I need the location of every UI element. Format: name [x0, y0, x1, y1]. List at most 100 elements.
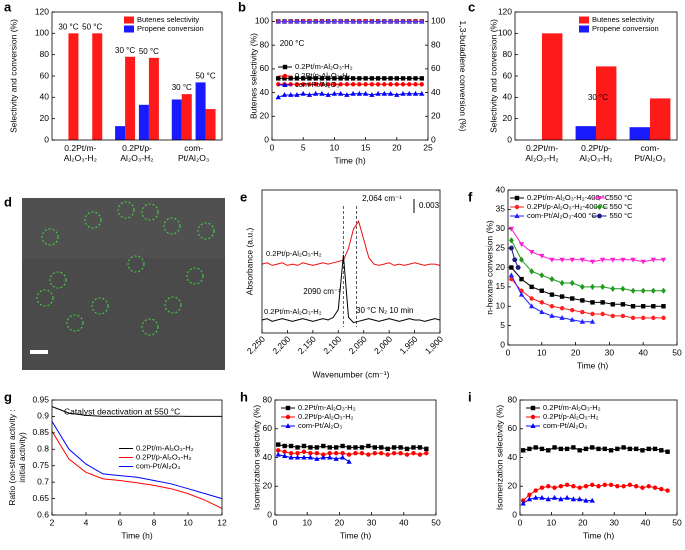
legend-label: 550 °C — [610, 202, 634, 211]
data-point — [610, 257, 616, 263]
data-point — [549, 313, 555, 318]
data-point — [539, 288, 544, 293]
bar — [171, 99, 182, 140]
data-point — [413, 76, 418, 81]
data-point — [630, 304, 636, 309]
y-tick-label: 0 — [512, 509, 517, 519]
data-point — [288, 82, 293, 87]
x-tick-label: 2,200 — [270, 334, 292, 356]
data-point — [661, 304, 666, 309]
data-point — [400, 18, 406, 24]
y-tick-label: 100 — [255, 16, 269, 26]
data-point — [621, 445, 626, 450]
data-point — [627, 482, 633, 488]
legend-label: 0.2Pt/p-Al₂O₃-H₂ — [543, 412, 599, 421]
data-point — [288, 443, 294, 449]
data-point — [276, 76, 281, 81]
data-point — [564, 494, 570, 500]
y-tick-label: 25 — [496, 242, 506, 252]
data-point — [620, 302, 626, 307]
data-point — [369, 82, 375, 87]
data-point — [356, 18, 362, 24]
data-point — [651, 315, 656, 321]
data-point — [570, 496, 576, 502]
data-point — [600, 300, 605, 305]
data-point — [375, 18, 381, 24]
data-point — [549, 304, 555, 309]
data-point — [307, 454, 314, 460]
data-point — [659, 486, 664, 492]
series-label: 0.2Pt/m-Al₂O₃-H₂ — [264, 307, 322, 316]
data-point — [375, 82, 381, 87]
data-point — [308, 445, 313, 450]
x-tick-label: 25 — [423, 142, 433, 152]
data-point — [275, 451, 281, 457]
data-point — [375, 90, 381, 96]
data-point — [350, 90, 356, 96]
bar — [629, 127, 650, 140]
data-point — [314, 445, 320, 450]
data-point — [577, 496, 583, 502]
data-point — [508, 245, 514, 251]
data-point — [308, 450, 313, 456]
particle-circle — [49, 271, 67, 289]
y-axis-label: Ratio (on-stream activity :initial activ… — [7, 409, 27, 505]
data-point — [313, 76, 318, 81]
data-point — [539, 494, 545, 500]
particle-circle — [66, 314, 84, 332]
data-point — [404, 452, 410, 457]
y-tick-label: 60 — [260, 63, 270, 73]
data-point — [282, 76, 287, 81]
data-point — [325, 18, 331, 24]
data-point — [529, 303, 535, 309]
category-label: 30 °C — [115, 46, 135, 55]
legend-marker — [285, 414, 291, 420]
data-point — [650, 287, 656, 294]
y-tick-label: 0.9 — [37, 411, 49, 421]
micrograph — [22, 198, 225, 370]
category-label: 50 °C — [82, 22, 102, 31]
data-point — [307, 82, 312, 87]
y-tick-label: 120 — [498, 6, 512, 16]
x-axis-label: Time (h) — [340, 530, 371, 540]
data-point — [633, 484, 639, 489]
y-tick-label: 0 — [44, 134, 49, 144]
data-point — [344, 92, 350, 97]
series-line — [51, 421, 223, 500]
y-tick-label: 40 — [503, 92, 513, 102]
y2-axis-label: 1,3-butadiene conversion (%) — [458, 20, 468, 131]
data-point — [300, 18, 306, 24]
data-point — [353, 445, 358, 450]
bar — [148, 57, 159, 140]
data-point — [419, 18, 425, 24]
data-point — [630, 287, 636, 294]
y-tick-label: 0.7 — [37, 476, 49, 486]
data-point — [533, 488, 538, 493]
data-point — [357, 76, 362, 81]
data-point — [338, 18, 344, 24]
data-point — [369, 92, 375, 97]
y-tick-label: 40 — [508, 452, 518, 462]
data-point — [564, 482, 570, 488]
data-point — [526, 496, 533, 502]
data-point — [306, 18, 313, 24]
data-point — [665, 449, 670, 454]
data-point — [356, 90, 362, 96]
y2-tick-label: 100 — [431, 16, 445, 26]
data-point — [313, 90, 319, 96]
data-point — [325, 92, 331, 97]
scale-bar — [30, 350, 48, 354]
data-point — [602, 482, 607, 488]
series-label: 0.2Pt/p-Al₂O₃-H₂ — [266, 249, 322, 258]
particle-circle — [186, 267, 204, 285]
x-tick-label: 40 — [641, 517, 651, 527]
data-point — [385, 452, 390, 457]
data-point — [325, 76, 331, 81]
data-point — [288, 76, 293, 81]
data-point — [558, 446, 564, 452]
data-point — [552, 445, 557, 450]
data-point — [331, 90, 337, 96]
series-line — [522, 446, 668, 453]
particle-circle — [36, 289, 54, 307]
data-point — [564, 446, 570, 452]
